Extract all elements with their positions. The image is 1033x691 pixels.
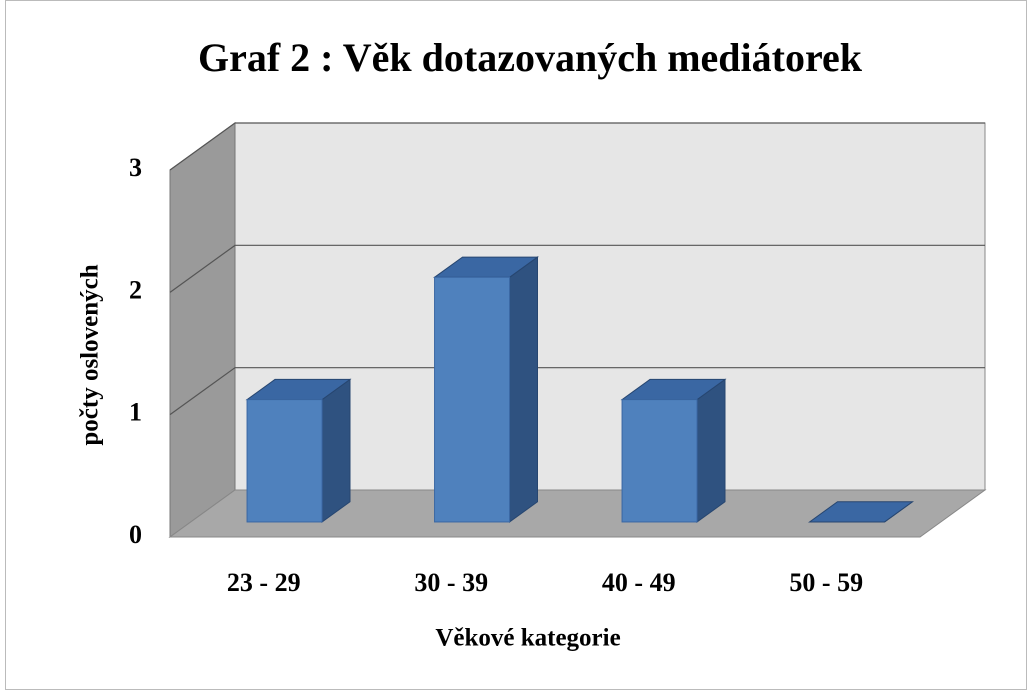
grid-line [169,367,985,416]
x-tick-label: 50 - 59 [789,568,863,597]
floor [168,489,987,538]
bar-top [808,501,915,523]
y-tick-label: 3 [129,153,142,182]
y-tick-label: 1 [129,398,142,427]
bar-side [509,256,538,523]
y-tick-label: 0 [129,520,142,549]
bar [434,276,511,523]
x-tick-label: 23 - 29 [227,568,301,597]
bar-side [696,378,726,523]
side-wall [169,122,236,538]
x-axis-label: Věkové kategorie [435,625,620,652]
y-tick-label: 2 [129,275,142,304]
chart-title: Graf 2 : Věk dotazovaných mediátorek [198,35,863,80]
y-axis-label: počty oslovených [77,264,104,445]
bar [246,399,323,523]
grid-line [169,244,985,293]
bar [621,399,698,523]
grid-line [169,122,985,171]
x-tick-label: 30 - 39 [414,568,488,597]
x-tick-label: 40 - 49 [602,568,676,597]
bar-side [321,378,351,523]
